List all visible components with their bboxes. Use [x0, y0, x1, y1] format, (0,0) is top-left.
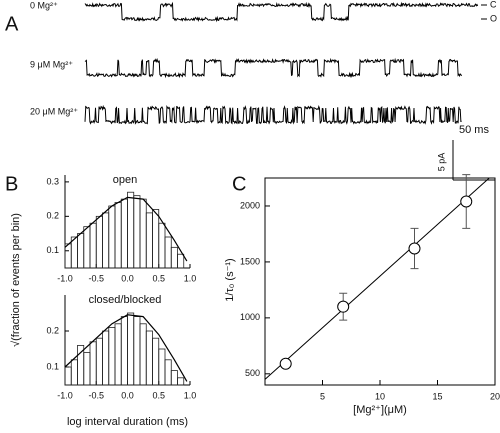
x-tick-label: 1.0 — [184, 390, 197, 400]
y-tick-label: 0.1 — [46, 361, 59, 371]
current-trace — [84, 1, 479, 23]
histogram-bar — [152, 209, 160, 269]
histogram-bar — [177, 253, 185, 269]
panel-label: A — [5, 13, 19, 35]
x-tick-label: -1.0 — [57, 390, 73, 400]
y-axis-label: 1/τ₀ (s⁻¹) — [224, 258, 236, 301]
histogram-bar — [127, 312, 135, 386]
histogram-bar — [89, 222, 97, 269]
y-tick-label: 0.2 — [46, 211, 59, 221]
histogram-bar — [77, 233, 85, 269]
histogram-bar — [64, 366, 72, 386]
histogram-bar — [170, 246, 178, 269]
x-tick-label: 15 — [432, 391, 442, 401]
fit-curve — [64, 314, 188, 382]
histogram-bar — [164, 236, 172, 269]
data-point — [408, 242, 421, 255]
x-tick-label: 20 — [490, 391, 500, 401]
x-tick-label: -0.5 — [88, 273, 104, 283]
histogram-bar — [108, 205, 116, 269]
histogram-bar — [95, 337, 103, 386]
x-axis-label: log interval duration (ms) — [67, 416, 188, 428]
y-tick-label: 1000 — [240, 312, 260, 322]
x-tick-label: 1.0 — [184, 273, 197, 283]
histogram-bar — [139, 323, 147, 386]
histogram-bar — [102, 330, 110, 386]
histogram-bar — [120, 198, 128, 269]
histogram-bar — [89, 341, 97, 386]
histogram-bar — [164, 359, 172, 386]
histogram-bar — [83, 226, 91, 269]
histogram-bar — [64, 243, 72, 269]
data-point — [279, 357, 292, 370]
x-tick-label: 0.5 — [152, 273, 165, 283]
histogram-bar — [145, 212, 153, 269]
data-point — [460, 195, 473, 208]
x-tick-label: 0.0 — [121, 390, 134, 400]
trace-label: 9 μM Mg²⁺ — [30, 59, 73, 69]
trace-label: 20 μM Mg²⁺ — [30, 106, 78, 116]
fit-curve — [64, 196, 188, 262]
histogram-bar — [139, 198, 147, 269]
panel-title: closed/blocked — [89, 294, 162, 306]
histogram-bar — [177, 377, 185, 386]
histogram-bar — [120, 316, 128, 386]
histogram-bar — [114, 323, 122, 386]
x-tick-label: -1.0 — [57, 273, 73, 283]
current-trace — [84, 104, 462, 125]
data-point — [337, 300, 350, 313]
y-axis-label: √(fraction of events per bin) — [10, 213, 22, 347]
histogram-bar — [108, 326, 116, 386]
trace-label: 0 Mg²⁺ — [30, 0, 58, 10]
y-tick-label: 0.3 — [46, 176, 59, 186]
scale-label: 50 ms — [459, 124, 489, 136]
panel-label: C — [232, 173, 246, 195]
panel-title: open — [113, 174, 137, 186]
histogram-bar — [133, 195, 141, 269]
histogram-bar — [145, 330, 153, 386]
x-tick-label: 0.5 — [152, 390, 165, 400]
scale-bar — [452, 140, 495, 181]
y-tick-label: 0.2 — [46, 325, 59, 335]
scale-label: 5 pA — [436, 153, 446, 172]
histogram-bar — [70, 359, 78, 386]
histogram-bar — [114, 202, 122, 269]
x-tick-label: 5 — [320, 391, 325, 401]
y-tick-label: 1500 — [240, 256, 260, 266]
y-tick-label: 2000 — [240, 200, 260, 210]
histogram-bar — [158, 222, 166, 269]
y-tick-label: 0.1 — [46, 245, 59, 255]
y-tick-label: 500 — [245, 368, 260, 378]
x-tick-label: 0.0 — [121, 273, 134, 283]
histogram-bar — [170, 370, 178, 386]
current-trace — [84, 57, 463, 79]
histogram-bar — [152, 337, 160, 386]
x-tick-label: 10 — [375, 391, 385, 401]
state-label: C — [490, 0, 497, 9]
x-axis-label: [Mg²⁺](μM) — [353, 404, 407, 416]
histogram-bar — [102, 212, 110, 269]
histogram-bar — [83, 352, 91, 386]
histogram-bar — [127, 191, 135, 269]
state-label: O — [490, 13, 497, 23]
histogram-bar — [133, 316, 141, 386]
histogram-bar — [158, 348, 166, 386]
axes-box — [264, 177, 496, 386]
panel-label: B — [5, 173, 18, 195]
histogram-bar — [95, 215, 103, 269]
x-tick-label: -0.5 — [88, 390, 104, 400]
fit-line — [264, 177, 490, 380]
